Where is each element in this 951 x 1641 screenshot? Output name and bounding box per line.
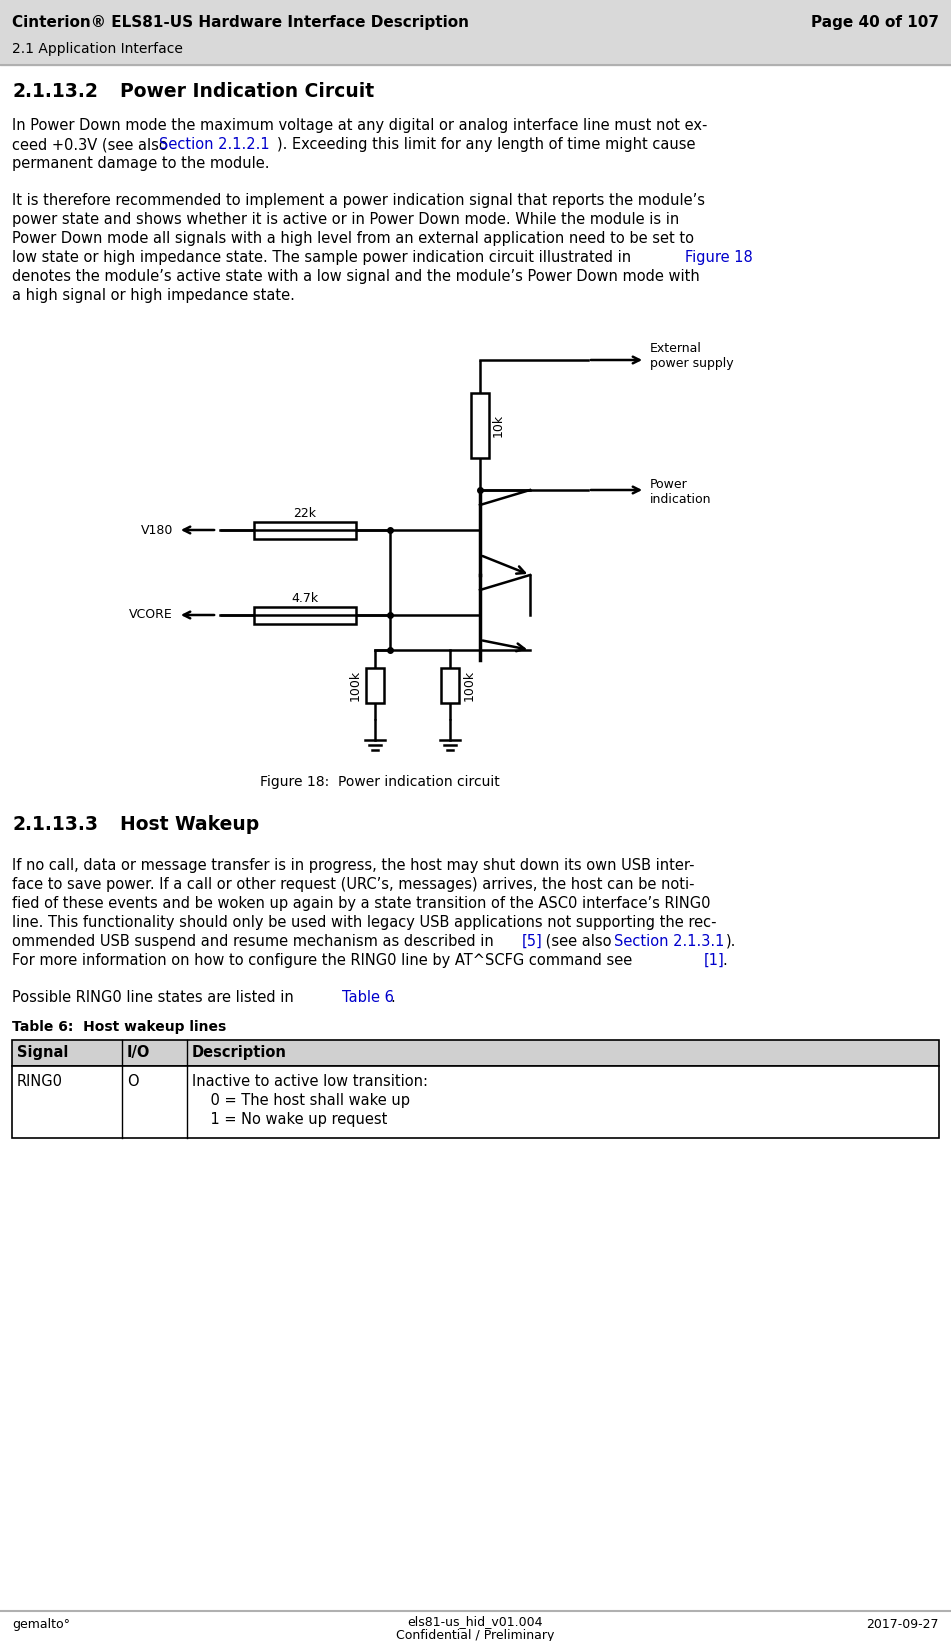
Text: Section 2.1.2.1: Section 2.1.2.1 bbox=[159, 136, 270, 153]
Text: ommended USB suspend and resume mechanism as described in: ommended USB suspend and resume mechanis… bbox=[12, 934, 498, 948]
Text: face to save power. If a call or other request (URC’s, messages) arrives, the ho: face to save power. If a call or other r… bbox=[12, 876, 694, 893]
Text: Table 6: Table 6 bbox=[342, 990, 394, 1004]
Text: els81-us_hid_v01.004: els81-us_hid_v01.004 bbox=[407, 1615, 543, 1628]
Bar bbox=[441, 668, 459, 702]
Text: [1]: [1] bbox=[704, 953, 725, 968]
Text: External
power supply: External power supply bbox=[650, 341, 733, 369]
Text: I/O: I/O bbox=[127, 1045, 150, 1060]
Text: power state and shows whether it is active or in Power Down mode. While the modu: power state and shows whether it is acti… bbox=[12, 212, 679, 226]
Text: fied of these events and be woken up again by a state transition of the ASC0 int: fied of these events and be woken up aga… bbox=[12, 896, 710, 911]
Text: denotes the module’s active state with a low signal and the module’s Power Down : denotes the module’s active state with a… bbox=[12, 269, 700, 284]
Text: Cinterion® ELS81-US Hardware Interface Description: Cinterion® ELS81-US Hardware Interface D… bbox=[12, 15, 469, 30]
Text: .: . bbox=[390, 990, 395, 1004]
Text: Power Down mode all signals with a high level from an external application need : Power Down mode all signals with a high … bbox=[12, 231, 694, 246]
Text: Table 6:  Host wakeup lines: Table 6: Host wakeup lines bbox=[12, 1021, 226, 1034]
Bar bbox=[0, 0, 951, 66]
Text: 1 = No wake up request: 1 = No wake up request bbox=[192, 1113, 387, 1127]
Bar bbox=[366, 668, 384, 702]
Text: Possible RING0 line states are listed in: Possible RING0 line states are listed in bbox=[12, 990, 299, 1004]
Bar bbox=[12, 1067, 939, 1137]
Text: Description: Description bbox=[192, 1045, 287, 1060]
Text: 100k: 100k bbox=[463, 670, 476, 701]
Bar bbox=[12, 1040, 939, 1067]
Text: (see also: (see also bbox=[541, 934, 616, 948]
Text: 22k: 22k bbox=[294, 507, 317, 520]
Text: ceed +0.3V (see also: ceed +0.3V (see also bbox=[12, 136, 172, 153]
Text: 4.7k: 4.7k bbox=[291, 592, 319, 606]
Text: VCORE: VCORE bbox=[129, 609, 173, 622]
Text: O: O bbox=[127, 1073, 139, 1090]
Text: In Power Down mode the maximum voltage at any digital or analog interface line m: In Power Down mode the maximum voltage a… bbox=[12, 118, 708, 133]
Text: a high signal or high impedance state.: a high signal or high impedance state. bbox=[12, 289, 295, 304]
Text: line. This functionality should only be used with legacy USB applications not su: line. This functionality should only be … bbox=[12, 916, 716, 930]
Text: It is therefore recommended to implement a power indication signal that reports : It is therefore recommended to implement… bbox=[12, 194, 705, 208]
Text: Power Indication Circuit: Power Indication Circuit bbox=[120, 82, 374, 102]
Text: For more information on how to configure the RING0 line by AT^SCFG command see: For more information on how to configure… bbox=[12, 953, 637, 968]
Bar bbox=[254, 522, 356, 538]
Text: If no call, data or message transfer is in progress, the host may shut down its : If no call, data or message transfer is … bbox=[12, 858, 694, 873]
Text: [5]: [5] bbox=[522, 934, 543, 948]
Text: ).: ). bbox=[726, 934, 736, 948]
Text: 2.1.13.2: 2.1.13.2 bbox=[12, 82, 98, 102]
Text: Host Wakeup: Host Wakeup bbox=[120, 816, 260, 834]
Text: 100k: 100k bbox=[349, 670, 362, 701]
Text: 0 = The host shall wake up: 0 = The host shall wake up bbox=[192, 1093, 410, 1108]
Text: Figure 18:  Power indication circuit: Figure 18: Power indication circuit bbox=[261, 775, 500, 789]
Text: Figure 18: Figure 18 bbox=[685, 249, 753, 264]
Text: Confidential / Preliminary: Confidential / Preliminary bbox=[396, 1630, 554, 1641]
Text: RING0: RING0 bbox=[17, 1073, 63, 1090]
Bar bbox=[471, 392, 489, 458]
Text: low state or high impedance state. The sample power indication circuit illustrat: low state or high impedance state. The s… bbox=[12, 249, 636, 264]
Text: Power
indication: Power indication bbox=[650, 478, 711, 505]
Text: 2.1 Application Interface: 2.1 Application Interface bbox=[12, 43, 183, 56]
Text: permanent damage to the module.: permanent damage to the module. bbox=[12, 156, 269, 171]
Text: Inactive to active low transition:: Inactive to active low transition: bbox=[192, 1073, 428, 1090]
Text: 10k: 10k bbox=[492, 414, 505, 437]
Bar bbox=[254, 607, 356, 624]
Text: V180: V180 bbox=[141, 523, 173, 537]
Text: 2.1.13.3: 2.1.13.3 bbox=[12, 816, 98, 834]
Text: ). Exceeding this limit for any length of time might cause: ). Exceeding this limit for any length o… bbox=[277, 136, 695, 153]
Text: Page 40 of 107: Page 40 of 107 bbox=[811, 15, 939, 30]
Text: .: . bbox=[722, 953, 727, 968]
Text: Section 2.1.3.1: Section 2.1.3.1 bbox=[614, 934, 725, 948]
Text: 2017-09-27: 2017-09-27 bbox=[866, 1618, 939, 1631]
Text: gemalto°: gemalto° bbox=[12, 1618, 70, 1631]
Text: Signal: Signal bbox=[17, 1045, 68, 1060]
